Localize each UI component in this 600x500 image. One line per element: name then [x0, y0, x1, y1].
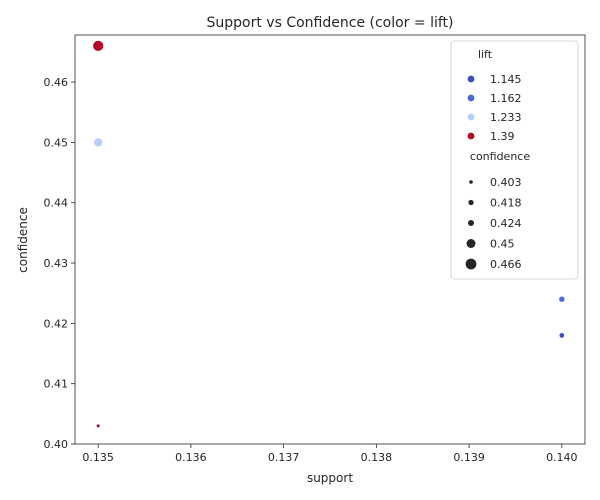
legend-size-label: 0.424 [490, 217, 522, 230]
y-tick-label: 0.45 [44, 136, 69, 149]
x-tick-label: 0.138 [361, 451, 393, 464]
y-axis-ticks: 0.40 0.41 0.42 0.43 0.44 0.45 0.46 [44, 76, 75, 451]
legend-hue-label: 1.233 [490, 111, 522, 124]
y-tick-label: 0.44 [44, 197, 69, 210]
legend-hue-label: 1.162 [490, 92, 522, 105]
legend-size-marker [468, 220, 474, 226]
x-tick-label: 0.137 [268, 451, 300, 464]
x-axis-label: support [307, 471, 353, 485]
y-tick-label: 0.41 [44, 378, 69, 391]
legend-size-label: 0.403 [490, 176, 522, 189]
data-point [96, 423, 101, 429]
data-point [558, 332, 565, 339]
legend: lift 1.145 1.162 1.233 1.39 confidence 0.40… [450, 40, 579, 280]
y-tick-label: 0.42 [44, 317, 69, 330]
legend-hue-marker [467, 132, 475, 140]
legend-size-label: 0.418 [490, 197, 522, 210]
data-points [92, 40, 566, 429]
y-tick-label: 0.43 [44, 257, 69, 270]
data-point [92, 40, 104, 52]
legend-hue-marker [467, 75, 475, 83]
legend-hue-label: 1.39 [490, 130, 515, 143]
legend-box [450, 40, 579, 280]
legend-size-marker [469, 180, 473, 184]
y-tick-label: 0.40 [44, 438, 69, 451]
legend-hue-entries: 1.145 1.162 1.233 1.39 [467, 73, 522, 143]
y-axis-label: confidence [16, 207, 30, 273]
legend-hue-title: lift [478, 48, 493, 61]
x-tick-label: 0.140 [546, 451, 578, 464]
legend-hue-label: 1.145 [490, 73, 522, 86]
legend-hue-marker [467, 94, 475, 102]
legend-size-marker [465, 258, 477, 270]
legend-hue-marker [467, 113, 475, 121]
data-point [558, 295, 566, 303]
legend-size-label: 0.466 [490, 258, 522, 271]
y-tick-label: 0.46 [44, 76, 69, 89]
x-axis-ticks: 0.135 0.136 0.137 0.138 0.139 0.140 [82, 444, 578, 464]
chart-title: Support vs Confidence (color = lift) [207, 15, 454, 31]
legend-size-title: confidence [470, 150, 530, 163]
legend-size-entries: 0.403 0.418 0.424 0.45 0.466 [465, 176, 522, 271]
legend-size-marker [468, 199, 474, 206]
legend-size-label: 0.45 [490, 238, 515, 251]
x-tick-label: 0.136 [175, 451, 207, 464]
x-tick-label: 0.139 [453, 451, 485, 464]
data-point [93, 137, 103, 148]
x-tick-label: 0.135 [82, 451, 114, 464]
legend-size-marker [466, 239, 476, 248]
